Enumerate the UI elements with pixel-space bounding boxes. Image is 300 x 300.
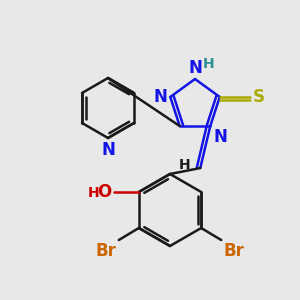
Text: O: O — [98, 183, 112, 201]
Text: S: S — [253, 88, 265, 106]
Text: Br: Br — [223, 242, 244, 260]
Text: N: N — [213, 128, 227, 146]
Text: H: H — [203, 57, 214, 71]
Text: H: H — [88, 186, 100, 200]
Text: N: N — [188, 59, 202, 77]
Text: H: H — [179, 158, 190, 172]
Text: N: N — [153, 88, 167, 106]
Text: N: N — [101, 141, 115, 159]
Text: Br: Br — [96, 242, 117, 260]
